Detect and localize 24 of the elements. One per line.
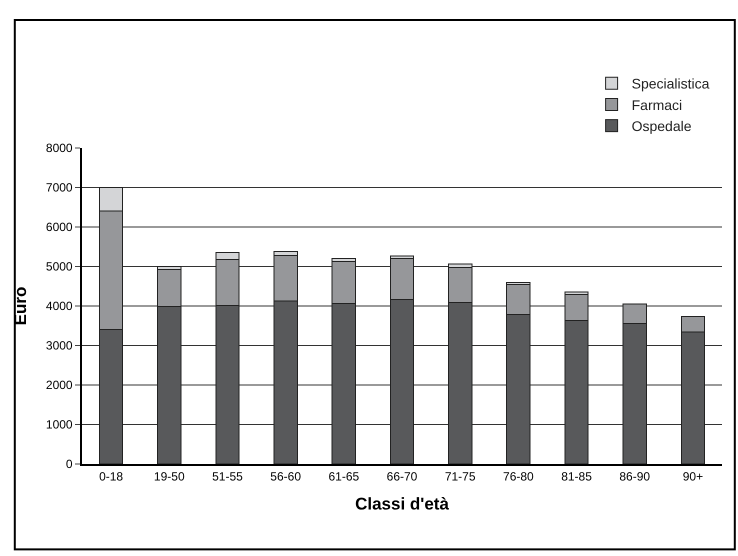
x-tick-label: 61-65 (328, 469, 360, 484)
y-tick-label: 1000 (46, 418, 73, 432)
y-tick-label: 3000 (46, 338, 73, 353)
y-tick-label: 0 (66, 457, 73, 472)
x-tick-label: 66-70 (386, 469, 418, 484)
x-tick-label: 0-18 (99, 469, 124, 484)
x-tick-label: 76-80 (503, 469, 534, 484)
x-tick-label: 71-75 (444, 469, 476, 484)
x-tick-label: 86-90 (619, 469, 650, 484)
legend-label: Specialistica (632, 76, 710, 92)
y-tick-label: 4000 (46, 299, 73, 314)
y-tick-label: 8000 (46, 141, 73, 156)
x-tick-label: 51-55 (212, 469, 244, 484)
y-tick-label: 2000 (46, 378, 73, 392)
x-tick-label: 56-60 (270, 469, 302, 484)
y-tick-label: 7000 (46, 180, 73, 195)
x-axis-title: Classi d'età (355, 494, 450, 514)
y-tick-label: 5000 (46, 260, 73, 274)
legend-label: Ospedale (632, 118, 692, 134)
y-tick-label: 6000 (46, 220, 73, 234)
legend-label: Farmaci (632, 96, 682, 113)
x-tick-label: 81-85 (561, 469, 592, 484)
x-tick-label: 90+ (682, 469, 704, 484)
x-tick-label: 19-50 (154, 469, 185, 484)
